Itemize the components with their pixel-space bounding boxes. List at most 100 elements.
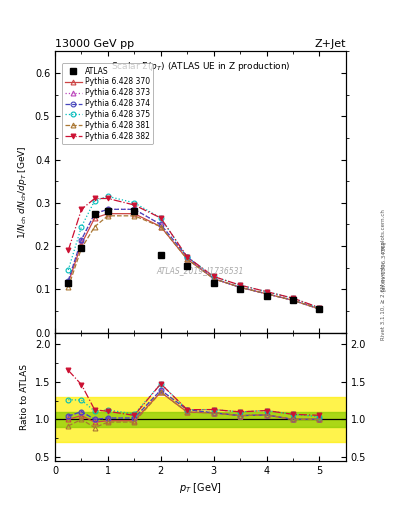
- ATLAS: [92, 210, 97, 217]
- Text: [arXiv:1306.3436]: [arXiv:1306.3436]: [381, 241, 386, 291]
- Pythia 6.428 373: [211, 275, 216, 282]
- Pythia 6.428 375: [158, 215, 163, 221]
- Bar: [55, 412, 346, 427]
- Text: Scalar $\Sigma(p_T)$ (ATLAS UE in Z production): Scalar $\Sigma(p_T)$ (ATLAS UE in Z prod…: [111, 60, 290, 73]
- Pythia 6.428 375: [317, 305, 322, 311]
- Pythia 6.428 381: [66, 284, 71, 290]
- Line: Pythia 6.428 373: Pythia 6.428 373: [66, 207, 322, 311]
- Line: Pythia 6.428 382: Pythia 6.428 382: [66, 196, 322, 310]
- ATLAS: [158, 252, 163, 258]
- Pythia 6.428 370: [92, 215, 97, 221]
- Pythia 6.428 374: [106, 206, 110, 212]
- Pythia 6.428 374: [290, 297, 295, 304]
- Bar: [55, 397, 346, 442]
- Pythia 6.428 381: [92, 224, 97, 230]
- Pythia 6.428 370: [185, 256, 189, 262]
- Pythia 6.428 375: [185, 254, 189, 260]
- Pythia 6.428 370: [66, 280, 71, 286]
- Text: ATLAS_2019_I1736531: ATLAS_2019_I1736531: [157, 266, 244, 275]
- Text: 13000 GeV pp: 13000 GeV pp: [55, 38, 134, 49]
- Line: ATLAS: ATLAS: [65, 208, 323, 312]
- Pythia 6.428 382: [238, 282, 242, 288]
- Pythia 6.428 374: [238, 284, 242, 290]
- Pythia 6.428 373: [238, 284, 242, 290]
- Pythia 6.428 373: [317, 306, 322, 312]
- Pythia 6.428 373: [132, 206, 137, 212]
- Pythia 6.428 370: [211, 275, 216, 282]
- Pythia 6.428 375: [238, 282, 242, 288]
- Pythia 6.428 373: [185, 254, 189, 260]
- Pythia 6.428 374: [211, 275, 216, 282]
- Pythia 6.428 382: [66, 247, 71, 253]
- Pythia 6.428 382: [211, 273, 216, 280]
- X-axis label: $p_T$ [GeV]: $p_T$ [GeV]: [179, 481, 222, 495]
- Pythia 6.428 382: [158, 215, 163, 221]
- Y-axis label: $1/N_\mathrm{ch}\;dN_\mathrm{ch}/dp_T\;\mathrm{[GeV]}$: $1/N_\mathrm{ch}\;dN_\mathrm{ch}/dp_T\;\…: [16, 145, 29, 239]
- Pythia 6.428 381: [290, 297, 295, 304]
- Pythia 6.428 374: [264, 291, 269, 297]
- Pythia 6.428 375: [79, 224, 84, 230]
- ATLAS: [264, 293, 269, 299]
- Pythia 6.428 382: [290, 295, 295, 301]
- ATLAS: [106, 208, 110, 215]
- Pythia 6.428 375: [106, 193, 110, 199]
- Pythia 6.428 375: [264, 289, 269, 295]
- Text: mcplots.cern.ch: mcplots.cern.ch: [381, 208, 386, 252]
- Pythia 6.428 381: [132, 213, 137, 219]
- Pythia 6.428 382: [264, 289, 269, 295]
- Pythia 6.428 373: [66, 278, 71, 284]
- Pythia 6.428 375: [66, 267, 71, 273]
- Pythia 6.428 373: [79, 237, 84, 243]
- Pythia 6.428 374: [92, 210, 97, 217]
- Line: Pythia 6.428 370: Pythia 6.428 370: [66, 211, 322, 311]
- Pythia 6.428 370: [158, 224, 163, 230]
- Pythia 6.428 373: [264, 291, 269, 297]
- Pythia 6.428 374: [317, 306, 322, 312]
- ATLAS: [185, 263, 189, 269]
- Pythia 6.428 375: [132, 200, 137, 206]
- Pythia 6.428 373: [290, 297, 295, 304]
- Pythia 6.428 374: [132, 206, 137, 212]
- Pythia 6.428 370: [238, 284, 242, 290]
- Pythia 6.428 370: [79, 241, 84, 247]
- Pythia 6.428 382: [317, 305, 322, 311]
- Pythia 6.428 382: [132, 202, 137, 208]
- Pythia 6.428 373: [92, 210, 97, 217]
- Pythia 6.428 382: [92, 196, 97, 202]
- Pythia 6.428 374: [185, 254, 189, 260]
- Pythia 6.428 381: [106, 213, 110, 219]
- Pythia 6.428 375: [211, 273, 216, 280]
- Line: Pythia 6.428 374: Pythia 6.428 374: [66, 207, 322, 311]
- Pythia 6.428 373: [158, 221, 163, 227]
- Pythia 6.428 382: [79, 206, 84, 212]
- Pythia 6.428 374: [66, 278, 71, 284]
- Pythia 6.428 381: [158, 224, 163, 230]
- ATLAS: [211, 280, 216, 286]
- Pythia 6.428 370: [264, 291, 269, 297]
- Text: Rivet 3.1.10, ≥ 2.6M events: Rivet 3.1.10, ≥ 2.6M events: [381, 264, 386, 340]
- Pythia 6.428 370: [317, 306, 322, 312]
- Pythia 6.428 381: [79, 245, 84, 251]
- Text: Z+Jet: Z+Jet: [314, 38, 346, 49]
- Pythia 6.428 382: [185, 254, 189, 260]
- Pythia 6.428 381: [185, 256, 189, 262]
- Pythia 6.428 375: [290, 295, 295, 301]
- Pythia 6.428 381: [317, 306, 322, 312]
- Pythia 6.428 381: [264, 291, 269, 297]
- Pythia 6.428 381: [211, 275, 216, 282]
- Pythia 6.428 382: [106, 196, 110, 202]
- ATLAS: [238, 286, 242, 292]
- Pythia 6.428 370: [290, 297, 295, 304]
- Line: Pythia 6.428 381: Pythia 6.428 381: [66, 214, 322, 311]
- Pythia 6.428 373: [106, 206, 110, 212]
- Y-axis label: Ratio to ATLAS: Ratio to ATLAS: [20, 364, 29, 430]
- Pythia 6.428 375: [92, 198, 97, 204]
- ATLAS: [79, 245, 84, 251]
- Pythia 6.428 374: [158, 221, 163, 227]
- Pythia 6.428 381: [238, 284, 242, 290]
- Line: Pythia 6.428 375: Pythia 6.428 375: [66, 194, 322, 311]
- Legend: ATLAS, Pythia 6.428 370, Pythia 6.428 373, Pythia 6.428 374, Pythia 6.428 375, P: ATLAS, Pythia 6.428 370, Pythia 6.428 37…: [62, 63, 153, 144]
- Pythia 6.428 374: [79, 237, 84, 243]
- ATLAS: [317, 306, 322, 312]
- ATLAS: [66, 280, 71, 286]
